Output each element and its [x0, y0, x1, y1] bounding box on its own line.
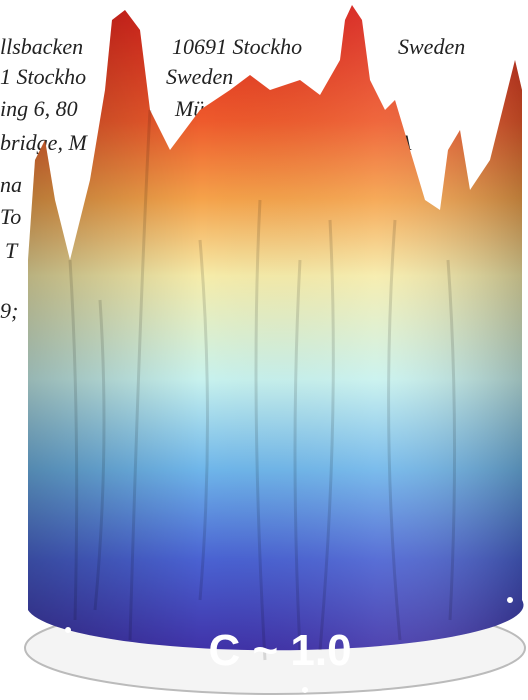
- text-fragment: T: [5, 238, 19, 263]
- text-fragment: 10691 Stockho: [172, 34, 302, 59]
- surface: [25, 5, 525, 694]
- text-fragment: To: [0, 204, 21, 229]
- figure: llsbacken 10691 Stockho Sweden 1 Stockho…: [0, 0, 528, 700]
- text-fragment: Sweden: [398, 34, 465, 59]
- page: {"background_text": [ ["llsbacken", "106…: [0, 0, 528, 700]
- text-fragment: 1 Stockho: [0, 64, 86, 89]
- text-fragment: Sweden: [166, 64, 233, 89]
- text-fragment: llsbacken: [0, 34, 83, 59]
- text-fragment: na: [0, 172, 22, 197]
- parameter-label: C ~ 1.0: [208, 626, 351, 675]
- text-fragment: ing 6, 80: [0, 96, 78, 121]
- text-fragment: 9;: [0, 298, 18, 323]
